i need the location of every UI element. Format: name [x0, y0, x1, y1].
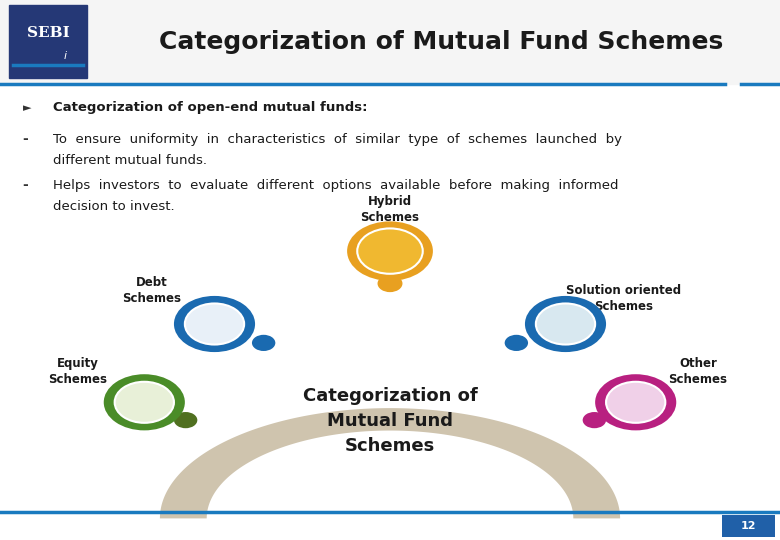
Text: Equity
Schemes: Equity Schemes [48, 357, 108, 386]
Text: Categorization of
Mutual Fund
Schemes: Categorization of Mutual Fund Schemes [303, 387, 477, 455]
Text: To  ensure  uniformity  in  characteristics  of  similar  type  of  schemes  lau: To ensure uniformity in characteristics … [53, 133, 622, 146]
Text: Debt
Schemes: Debt Schemes [122, 276, 182, 305]
FancyBboxPatch shape [722, 515, 775, 537]
Circle shape [185, 303, 244, 345]
Text: Other
Schemes: Other Schemes [668, 357, 728, 386]
Text: 12: 12 [741, 521, 757, 531]
Circle shape [536, 303, 595, 345]
FancyBboxPatch shape [9, 5, 87, 78]
Text: Categorization of open-end mutual funds:: Categorization of open-end mutual funds: [53, 102, 367, 114]
Text: SEBI: SEBI [27, 26, 69, 40]
Text: different mutual funds.: different mutual funds. [53, 154, 207, 167]
Circle shape [606, 382, 665, 423]
Text: Categorization of Mutual Fund Schemes: Categorization of Mutual Fund Schemes [158, 30, 723, 54]
Text: decision to invest.: decision to invest. [53, 200, 175, 213]
Circle shape [525, 296, 606, 352]
Text: ►: ► [23, 103, 32, 113]
Text: Hybrid
Schemes: Hybrid Schemes [360, 195, 420, 224]
Polygon shape [160, 408, 620, 518]
Circle shape [505, 335, 528, 351]
Text: -: - [22, 132, 27, 146]
Text: Solution oriented
Schemes: Solution oriented Schemes [566, 284, 682, 313]
Bar [0, 0, 780, 84]
Text: i: i [64, 51, 67, 62]
Circle shape [583, 412, 606, 428]
Circle shape [174, 296, 255, 352]
Circle shape [357, 228, 423, 274]
Circle shape [252, 335, 275, 351]
Text: Helps  investors  to  evaluate  different  options  available  before  making  i: Helps investors to evaluate different op… [53, 179, 619, 192]
Circle shape [595, 374, 676, 430]
Circle shape [378, 275, 402, 292]
Circle shape [104, 374, 185, 430]
Circle shape [115, 382, 174, 423]
Circle shape [347, 221, 433, 281]
Circle shape [174, 412, 197, 428]
Text: -: - [22, 178, 27, 192]
